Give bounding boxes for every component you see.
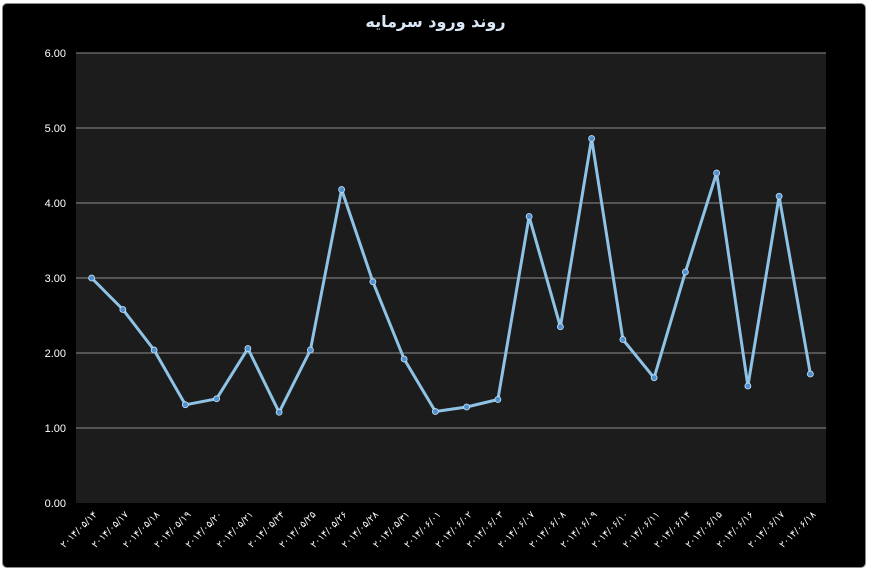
data-point [556, 323, 564, 331]
gridlines [76, 52, 826, 429]
data-point [744, 382, 752, 390]
y-tick-label: 1.00 [45, 423, 66, 435]
data-point [150, 346, 158, 354]
data-point [525, 213, 533, 220]
data-point [244, 345, 252, 352]
data-point [650, 374, 658, 382]
y-tick-label: 0.00 [45, 498, 66, 510]
data-point [431, 408, 439, 415]
series-line [90, 137, 812, 414]
data-point [400, 355, 408, 363]
y-axis-ticks: 0.00 1.00 2.00 3.00 4.00 5.00 6.00 [45, 48, 66, 510]
x-axis-ticks: ۲۰۱۴/۰۵/۱۴۲۰۱۴/۰۵/۱۷۲۰۱۴/۰۵/۱۸۲۰۱۴/۰۵/۱۹… [59, 509, 819, 550]
data-point [181, 401, 189, 409]
data-point [369, 278, 377, 286]
data-point [619, 336, 627, 343]
y-tick-label: 2.00 [45, 348, 66, 360]
data-point [681, 268, 689, 276]
series-markers [88, 135, 814, 416]
data-point [463, 403, 471, 411]
y-tick-label: 6.00 [45, 48, 66, 60]
data-point [713, 169, 721, 177]
data-point [306, 346, 314, 354]
chart-title: روند ورود سرمايه [365, 12, 506, 31]
data-point [806, 370, 814, 378]
y-tick-label: 5.00 [45, 123, 66, 135]
data-point [338, 186, 346, 193]
data-point [213, 395, 221, 403]
data-point [588, 135, 596, 142]
y-tick-label: 4.00 [45, 198, 66, 210]
data-point [275, 408, 283, 416]
data-point [494, 396, 502, 403]
y-tick-label: 3.00 [45, 273, 66, 285]
data-point [119, 306, 127, 313]
data-point [775, 192, 783, 200]
series-polyline [90, 137, 812, 414]
data-point [88, 274, 96, 282]
